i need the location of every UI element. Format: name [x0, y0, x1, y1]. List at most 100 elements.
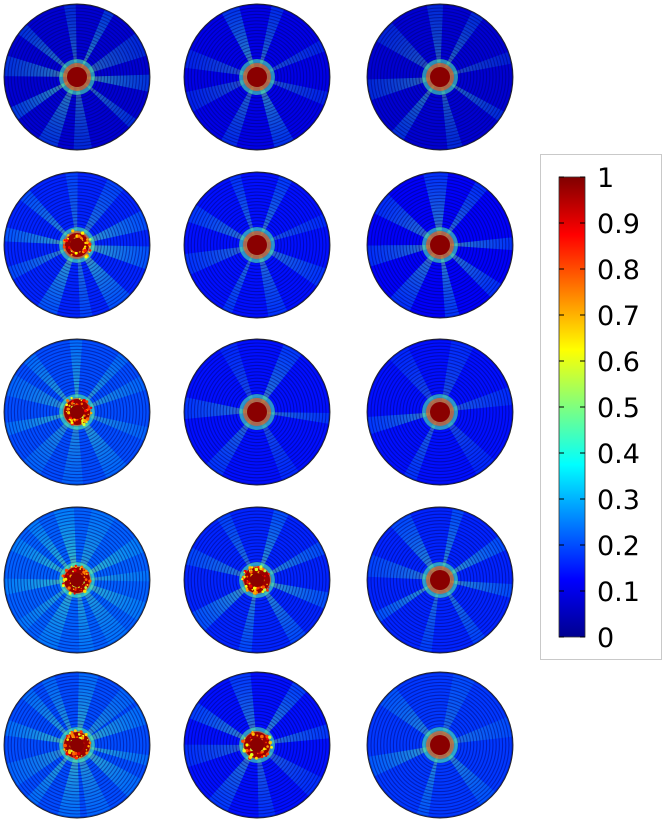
- colorbar-tick-label: 0: [597, 623, 614, 654]
- field-plot-grid: [2, 2, 515, 820]
- field-beam: [257, 172, 296, 245]
- field-beam: [416, 580, 440, 653]
- field-beam: [257, 245, 330, 291]
- field-beam: [184, 200, 257, 245]
- field-plot-r1-c3: [365, 2, 515, 152]
- field-beam: [184, 46, 257, 77]
- field-beam: [184, 744, 257, 770]
- field-beam: [4, 745, 77, 791]
- field-beam: [32, 580, 77, 653]
- field-beam: [226, 172, 257, 245]
- field-beam: [367, 551, 440, 580]
- field-beam: [4, 77, 77, 124]
- field-beam: [367, 77, 440, 103]
- field-beam: [73, 77, 94, 150]
- field-plot-r5-c1: [2, 670, 152, 820]
- field-beam: [184, 698, 257, 745]
- scatterer-core: [430, 67, 450, 87]
- field-beam: [77, 580, 150, 625]
- field-beam: [77, 245, 95, 318]
- field-beam: [77, 580, 97, 653]
- field-beam: [77, 672, 102, 745]
- field-beam: [10, 580, 77, 637]
- colorbar-tick-label: 0.1: [597, 577, 640, 608]
- field-beam: [77, 532, 150, 580]
- field-beam: [440, 245, 508, 303]
- field-beam: [218, 4, 257, 77]
- field-plot-r1-c1: [2, 2, 152, 152]
- field-beam: [440, 580, 513, 600]
- colorbar-tick-label: 0.8: [597, 255, 640, 286]
- field-beam: [4, 578, 77, 597]
- field-beam: [77, 507, 120, 580]
- field-beam: [257, 210, 330, 245]
- field-beam: [77, 74, 150, 94]
- field-beam: [77, 745, 150, 768]
- field-beam: [367, 412, 440, 437]
- field-beam: [4, 225, 77, 245]
- field-beam: [440, 412, 501, 482]
- field-beam: [18, 346, 78, 412]
- domain-outline: [366, 671, 514, 819]
- field-plot-r4-c3: [365, 505, 515, 655]
- colorbar-tick-label: 0.7: [597, 301, 640, 332]
- field-plot-r3-c2: [182, 337, 332, 487]
- field-beam: [217, 77, 257, 150]
- field-beam: [257, 77, 298, 150]
- field-beam: [34, 77, 77, 150]
- field-plot-r4-c2: [182, 505, 332, 655]
- field-beam: [77, 245, 136, 317]
- domain-outline: [366, 506, 514, 654]
- field-beam: [367, 188, 440, 245]
- field-beam: [440, 49, 513, 77]
- domain-outline: [183, 338, 331, 486]
- field-beam: [12, 19, 77, 77]
- field-beam: [50, 507, 77, 580]
- field-beam: [440, 713, 513, 745]
- field-beam: [400, 412, 440, 485]
- domain-outline: [3, 671, 151, 819]
- field-beam: [4, 532, 77, 580]
- field-beam: [21, 512, 77, 580]
- field-beam: [77, 745, 148, 803]
- field-beam: [77, 745, 115, 818]
- field-beam: [257, 412, 304, 485]
- colorbar-panel: 1 0.9 0.8 0.7 0.6 0.5 0.4 0.3 0.2 0.1 0: [540, 154, 662, 660]
- field-beam: [215, 339, 257, 412]
- field-plot-r5-c3: [365, 670, 515, 820]
- domain-outline: [366, 338, 514, 486]
- colorbar-tick-label: 1: [597, 163, 614, 194]
- field-beam: [77, 412, 133, 485]
- field-beam: [440, 580, 491, 652]
- field-beam: [212, 507, 257, 580]
- colorbar: 1 0.9 0.8 0.7 0.6 0.5 0.4 0.3 0.2 0.1 0: [558, 163, 640, 654]
- field-beam: [370, 16, 440, 78]
- field-beam: [218, 245, 257, 318]
- field-beam: [236, 580, 257, 653]
- field-beam: [4, 53, 77, 77]
- field-beam: [68, 339, 83, 412]
- field-beam: [440, 4, 488, 78]
- field-beam: [59, 412, 84, 485]
- field-beam: [367, 580, 440, 627]
- scatterer-core: [67, 67, 87, 87]
- field-beam: [440, 236, 513, 251]
- field-beam: [384, 340, 440, 412]
- field-beam: [257, 4, 287, 77]
- field-beam: [62, 4, 77, 77]
- field-beam: [55, 745, 81, 818]
- field-beam: [440, 672, 479, 745]
- colorbar-tick-label: 0.3: [597, 485, 640, 516]
- field-beam: [225, 672, 257, 745]
- field-beam: [440, 77, 511, 126]
- field-beam: [77, 77, 143, 133]
- domain-outline: [183, 3, 331, 151]
- field-plot-r5-c2: [182, 670, 332, 820]
- field-beam: [17, 412, 77, 482]
- field-plot-r3-c3: [365, 337, 515, 487]
- field-beam: [77, 172, 129, 245]
- field-beam: [184, 77, 257, 116]
- field-beam: [257, 36, 330, 77]
- field-beam: [373, 681, 440, 745]
- field-beam: [77, 580, 134, 653]
